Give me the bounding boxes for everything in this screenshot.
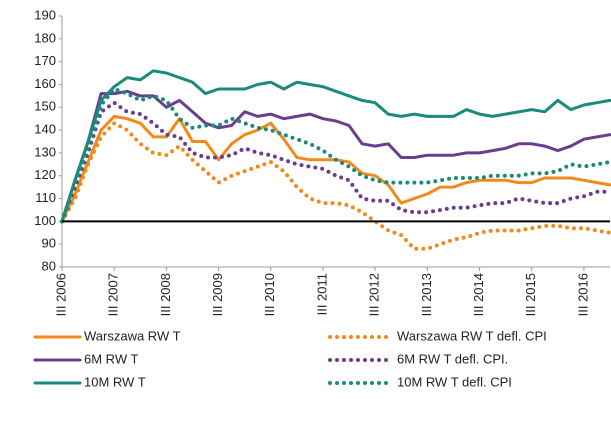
series-line [60, 89, 611, 223]
series-line [60, 114, 611, 223]
x-tick-label: III 2014 [471, 273, 486, 316]
y-tick-label: 190 [34, 7, 56, 22]
y-tick-label: 150 [34, 99, 56, 114]
legend-label: Warszawa RW T [84, 328, 181, 343]
y-tick-label: 100 [34, 213, 56, 228]
legend-label: Warszawa RW T defl. CPI [397, 328, 547, 343]
x-tick-label: III 2013 [419, 273, 434, 316]
x-tick-label: III 2009 [210, 273, 225, 316]
y-tick-label: 120 [34, 167, 56, 182]
y-tick-label: 110 [35, 190, 56, 205]
legend-label: 10M RW T defl. CPI [397, 374, 512, 389]
y-tick-label: 160 [34, 76, 56, 91]
series-line [60, 69, 611, 223]
series-line [60, 100, 611, 224]
x-tick-label: III 2007 [106, 273, 121, 316]
y-tick-label: 140 [34, 122, 56, 137]
legend-label: 10M RW T [84, 374, 146, 389]
x-tick-label: III 2016 [575, 273, 590, 316]
legend-label: 6M RW T [84, 351, 138, 366]
x-tick-label: III 2012 [367, 273, 382, 316]
series-line [60, 87, 611, 224]
y-tick-label: 180 [34, 30, 56, 45]
x-tick-label: III 2011 [314, 273, 329, 315]
legend-label: 6M RW T defl. CPI. [397, 351, 508, 366]
x-tick-label: III 2010 [262, 273, 277, 316]
y-tick-label: 170 [34, 53, 56, 68]
y-tick-label: 90 [42, 236, 56, 251]
y-tick-label: 130 [34, 144, 56, 159]
y-tick-label: 80 [42, 258, 56, 273]
series-line [60, 121, 611, 251]
x-tick-label: III 2006 [53, 273, 68, 316]
x-tick-label: III 2008 [158, 273, 173, 316]
x-tick-label: III 2015 [523, 273, 538, 316]
